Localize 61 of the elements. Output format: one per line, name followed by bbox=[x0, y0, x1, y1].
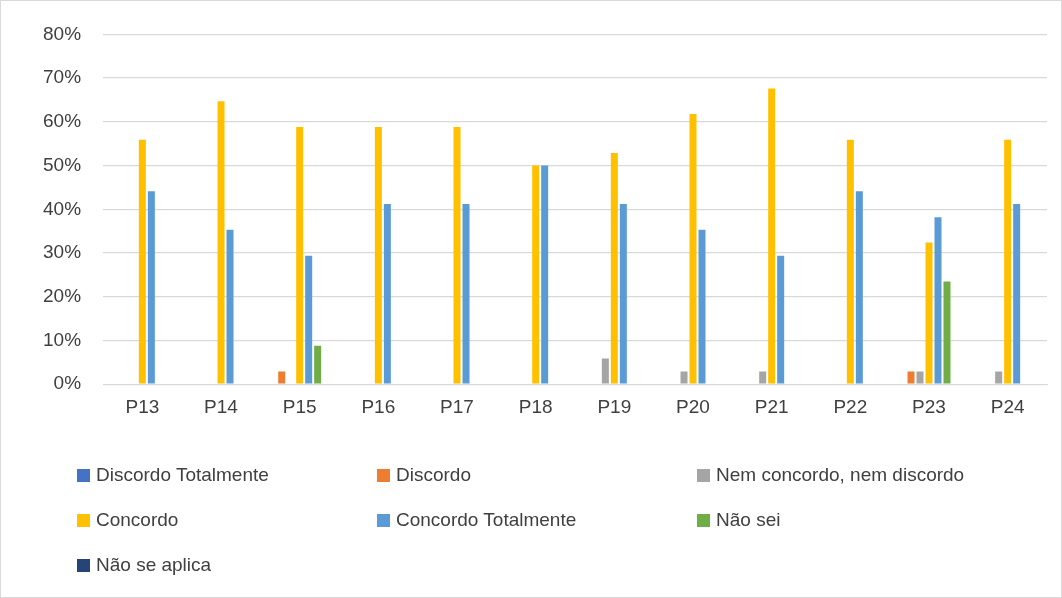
bar bbox=[934, 217, 942, 384]
bar bbox=[374, 127, 382, 384]
bar bbox=[138, 139, 146, 384]
x-tick-label: P21 bbox=[754, 395, 789, 417]
bar bbox=[296, 127, 304, 384]
x-tick-label: P14 bbox=[204, 395, 239, 417]
bar bbox=[768, 88, 776, 384]
bar bbox=[680, 371, 688, 384]
bar bbox=[462, 204, 470, 384]
legend-label: Discordo Totalmente bbox=[96, 464, 269, 486]
bar bbox=[619, 204, 627, 384]
y-tick-label: 40% bbox=[43, 197, 82, 219]
y-tick-label: 50% bbox=[43, 153, 82, 175]
y-tick-label: 60% bbox=[43, 110, 82, 132]
x-tick-label: P15 bbox=[282, 395, 317, 417]
bar bbox=[907, 371, 915, 384]
bar bbox=[278, 371, 286, 384]
y-tick-label: 80% bbox=[43, 22, 82, 44]
bar bbox=[846, 139, 854, 384]
legend-label: Nem concordo, nem discordo bbox=[716, 464, 965, 486]
x-tick-label: P17 bbox=[440, 395, 474, 417]
bar bbox=[916, 371, 924, 384]
x-tick-label: P22 bbox=[833, 395, 868, 417]
legend-label: Não se aplica bbox=[96, 554, 212, 576]
legend-label: Concordo bbox=[96, 509, 179, 531]
bar bbox=[383, 204, 391, 384]
x-tick-label: P16 bbox=[361, 395, 396, 417]
x-tick-label: P20 bbox=[676, 395, 710, 417]
bar bbox=[314, 345, 322, 384]
bar bbox=[610, 152, 618, 384]
bar bbox=[1013, 204, 1021, 384]
bar bbox=[855, 191, 863, 384]
y-tick-label: 30% bbox=[43, 241, 82, 263]
bar bbox=[305, 255, 313, 384]
x-tick-label: P23 bbox=[912, 395, 946, 417]
y-tick-label: 10% bbox=[43, 328, 82, 350]
legend-label: Não sei bbox=[716, 509, 781, 531]
bar bbox=[226, 229, 234, 384]
bar bbox=[147, 191, 155, 384]
bar bbox=[689, 113, 697, 384]
y-tick-label: 0% bbox=[53, 372, 82, 394]
legend-label: Discordo bbox=[396, 464, 471, 486]
bar bbox=[759, 371, 767, 384]
bar bbox=[925, 242, 933, 384]
bar bbox=[777, 255, 785, 384]
bar bbox=[995, 371, 1003, 384]
x-tick-label: P18 bbox=[518, 395, 553, 417]
bar bbox=[541, 165, 549, 384]
x-tick-label: P24 bbox=[990, 395, 1025, 417]
x-tick-label: P13 bbox=[125, 395, 160, 417]
bar bbox=[1004, 139, 1012, 384]
bar bbox=[601, 358, 609, 384]
bar bbox=[217, 101, 225, 384]
bar bbox=[453, 127, 461, 384]
y-tick-label: 20% bbox=[43, 284, 82, 306]
y-tick-label: 70% bbox=[43, 66, 82, 88]
x-tick-label: P19 bbox=[597, 395, 632, 417]
bar bbox=[532, 165, 540, 384]
bar bbox=[698, 229, 706, 384]
legend-label: Concordo Totalmente bbox=[396, 509, 577, 531]
bar bbox=[943, 281, 951, 384]
